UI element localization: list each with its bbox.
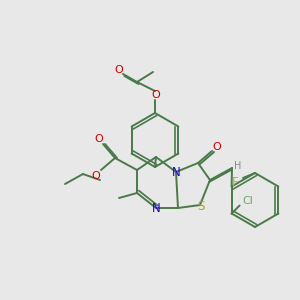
Text: O: O <box>115 65 123 75</box>
Text: Cl: Cl <box>242 196 253 206</box>
Text: O: O <box>92 171 100 181</box>
Text: O: O <box>152 90 160 100</box>
Text: F: F <box>232 176 238 190</box>
Text: O: O <box>94 134 103 144</box>
Text: O: O <box>213 142 221 152</box>
Text: N: N <box>152 202 160 215</box>
Text: N: N <box>172 166 180 178</box>
Text: S: S <box>197 200 205 212</box>
Text: H: H <box>234 161 242 171</box>
